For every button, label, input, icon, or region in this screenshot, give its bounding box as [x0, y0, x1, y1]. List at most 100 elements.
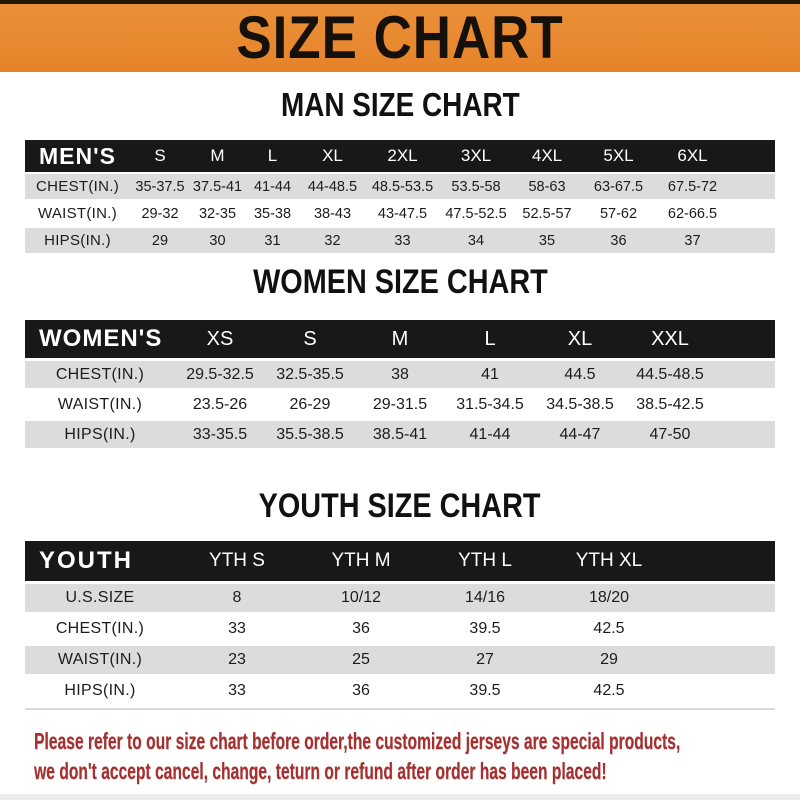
youth-section-title-text: YOUTH SIZE CHART: [259, 485, 541, 526]
size-col-header: XL: [300, 140, 365, 172]
table-row: HIPS(IN.) 33 36 39.5 42.5: [25, 677, 775, 705]
size-cell: 29: [547, 646, 671, 674]
youth-header-label: YOUTH: [25, 541, 175, 581]
size-cell: 43-47.5: [377, 205, 428, 222]
size-cell: 35-37.5: [130, 174, 190, 199]
size-col-header: 2XL: [365, 140, 440, 172]
size-cell: 18/20: [547, 584, 671, 612]
size-cell: 52.5-57: [522, 205, 572, 222]
table-row: WAIST(IN.) 29-32 32-35 35-38 38-43 43-47…: [25, 201, 775, 226]
size-cell: 58-63: [512, 174, 582, 199]
size-cell: 10/12: [299, 584, 423, 612]
size-cell: 30: [190, 228, 245, 253]
size-cell: 48.5-53.5: [365, 174, 440, 199]
bottom-edge-strip: [0, 794, 800, 800]
size-cell: 27: [423, 646, 547, 674]
size-col-header: 6XL: [655, 140, 730, 172]
size-cell: 62-66.5: [667, 205, 718, 222]
table-row: WAIST(IN.) 23.5-26 26-29 29-31.5 31.5-34…: [25, 391, 775, 418]
size-cell: 34: [440, 228, 512, 253]
size-cell: 38.5-42.5: [636, 395, 704, 413]
filler-cell: [671, 584, 775, 612]
size-cell: 36: [352, 620, 370, 637]
size-cell: 53.5-58: [440, 174, 512, 199]
filler-cell: [671, 677, 775, 705]
size-col-header: M: [355, 320, 445, 358]
size-col-header: YTH XL: [547, 541, 671, 581]
filler-cell: [715, 391, 775, 418]
filler-cell: [730, 228, 775, 253]
youth-header-row: YOUTH YTH S YTH M YTH L YTH XL: [25, 541, 775, 581]
disclaimer-line-1: Please refer to our size chart before or…: [34, 728, 681, 754]
womens-size-table: WOMEN'S XS S M L XL XXL CHEST(IN.) 29.5-…: [25, 317, 775, 451]
size-cell: 44-47: [535, 421, 625, 448]
row-label: U.S.SIZE: [25, 584, 175, 612]
size-cell: 38-43: [313, 205, 352, 222]
mens-header-label: MEN'S: [25, 140, 130, 172]
row-label: WAIST(IN.): [57, 395, 143, 413]
filler-cell: [671, 646, 775, 674]
size-cell: 47-50: [625, 421, 715, 448]
size-cell: 31.5-34.5: [456, 395, 524, 413]
filler-cell: [671, 615, 775, 643]
size-cell: 29: [130, 228, 190, 253]
size-cell: 57-62: [599, 205, 638, 222]
row-label: WAIST(IN.): [37, 205, 118, 222]
filler-cell: [671, 541, 775, 581]
size-cell: 29-32: [141, 205, 179, 222]
row-label: HIPS(IN.): [64, 682, 136, 699]
size-cell: 37.5-41: [190, 174, 245, 199]
banner-title: SIZE CHART: [236, 4, 564, 72]
size-cell: 39.5: [469, 682, 501, 699]
size-cell: 33: [365, 228, 440, 253]
size-col-header: S: [130, 140, 190, 172]
size-cell: 23.5-26: [192, 395, 248, 413]
table-row: U.S.SIZE 8 10/12 14/16 18/20: [25, 584, 775, 612]
filler-cell: [715, 320, 775, 358]
disclaimer: Please refer to our size chart before or…: [34, 726, 794, 786]
size-cell: 41-44: [245, 174, 300, 199]
size-cell: 35.5-38.5: [265, 421, 355, 448]
youth-section-title: YOUTH SIZE CHART: [0, 485, 800, 526]
size-col-header: XXL: [625, 320, 715, 358]
size-cell: 32: [300, 228, 365, 253]
size-cell: 29.5-32.5: [175, 361, 265, 388]
filler-cell: [730, 174, 775, 199]
filler-cell: [715, 421, 775, 448]
size-cell: 25: [299, 646, 423, 674]
size-col-header: XL: [535, 320, 625, 358]
women-section-title-text: WOMEN SIZE CHART: [252, 261, 548, 302]
size-cell: 38: [355, 361, 445, 388]
size-col-header: 5XL: [582, 140, 655, 172]
size-cell: 23: [175, 646, 299, 674]
size-col-header: YTH M: [299, 541, 423, 581]
size-cell: 32-35: [198, 205, 237, 222]
size-col-header: M: [190, 140, 245, 172]
row-label: HIPS(IN.): [25, 421, 175, 448]
size-cell: 26-29: [289, 395, 331, 413]
size-col-header: XS: [175, 320, 265, 358]
size-cell: 38.5-41: [355, 421, 445, 448]
size-cell: 42.5: [593, 682, 625, 699]
size-col-header: YTH L: [423, 541, 547, 581]
size-col-header: 4XL: [512, 140, 582, 172]
size-cell: 63-67.5: [582, 174, 655, 199]
filler-cell: [730, 201, 775, 226]
size-cell: 47.5-52.5: [445, 205, 507, 222]
man-section-title-text: MAN SIZE CHART: [280, 86, 520, 124]
disclaimer-line-2: we don't accept cancel, change, teturn o…: [34, 758, 607, 784]
size-col-header: S: [265, 320, 355, 358]
man-section-title: MAN SIZE CHART: [0, 86, 800, 124]
size-cell: 44.5: [535, 361, 625, 388]
size-cell: 36: [352, 682, 370, 699]
size-col-header: 3XL: [440, 140, 512, 172]
size-cell: 41-44: [445, 421, 535, 448]
womens-header-row: WOMEN'S XS S M L XL XXL: [25, 320, 775, 358]
size-cell: 35: [512, 228, 582, 253]
womens-header-label: WOMEN'S: [25, 320, 175, 358]
filler-cell: [730, 140, 775, 172]
women-section-title: WOMEN SIZE CHART: [0, 261, 800, 302]
mens-size-table: MEN'S S M L XL 2XL 3XL 4XL 5XL 6XL CHEST…: [25, 138, 775, 255]
table-row: WAIST(IN.) 23 25 27 29: [25, 646, 775, 674]
size-cell: 32.5-35.5: [265, 361, 355, 388]
